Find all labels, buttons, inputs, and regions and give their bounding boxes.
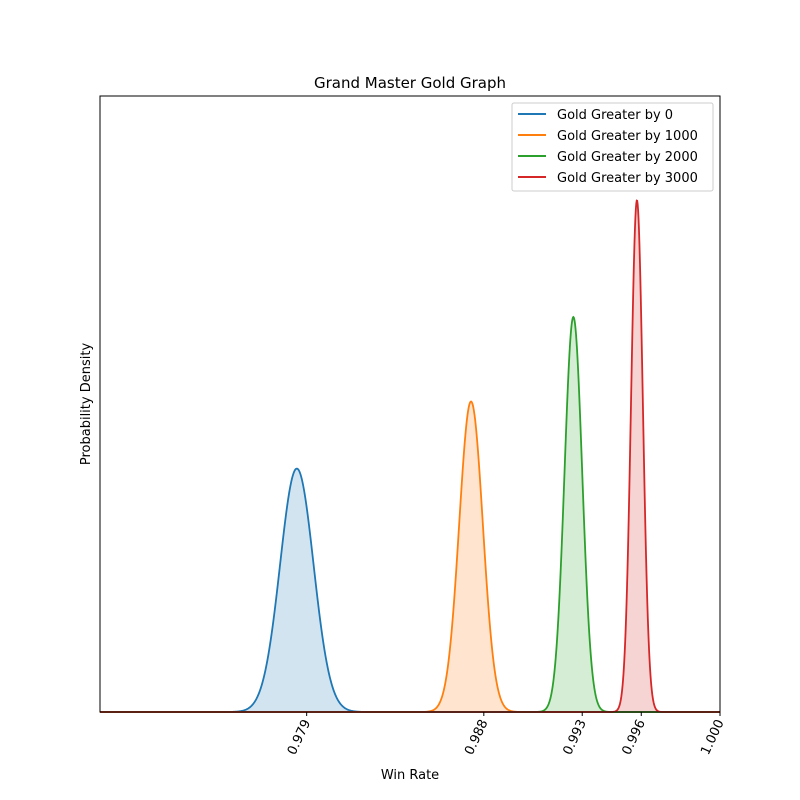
legend-label: Gold Greater by 1000 xyxy=(557,129,698,144)
x-tick-label: 0.996 xyxy=(620,717,649,757)
legend-label: Gold Greater by 0 xyxy=(557,108,673,123)
curve-fill-3 xyxy=(100,200,720,713)
x-tick-label: 0.979 xyxy=(285,717,314,757)
x-tick-label: 0.993 xyxy=(561,717,590,757)
legend-frame xyxy=(511,102,714,192)
x-axis-ticks: 0.979 0.988 0.993 0.996 1.000 xyxy=(285,712,728,757)
legend-items: Gold Greater by 0 Gold Greater by 1000 Gol… xyxy=(518,108,698,186)
x-tick-label: 1.000 xyxy=(698,717,727,757)
curve-fill-2 xyxy=(100,317,720,712)
plot-frame xyxy=(99,95,721,713)
chart-title: Grand Master Gold Graph xyxy=(314,74,506,92)
plot-area xyxy=(99,95,721,713)
x-tick-label: 0.988 xyxy=(462,717,491,757)
y-axis-label: Probability Density xyxy=(79,343,94,466)
x-axis-label: Win Rate xyxy=(381,768,439,783)
legend-label: Gold Greater by 3000 xyxy=(557,171,698,186)
legend-label: Gold Greater by 2000 xyxy=(557,150,698,165)
legend: Gold Greater by 0 Gold Greater by 1000 Gol… xyxy=(511,102,714,192)
curve-fills xyxy=(100,200,720,713)
